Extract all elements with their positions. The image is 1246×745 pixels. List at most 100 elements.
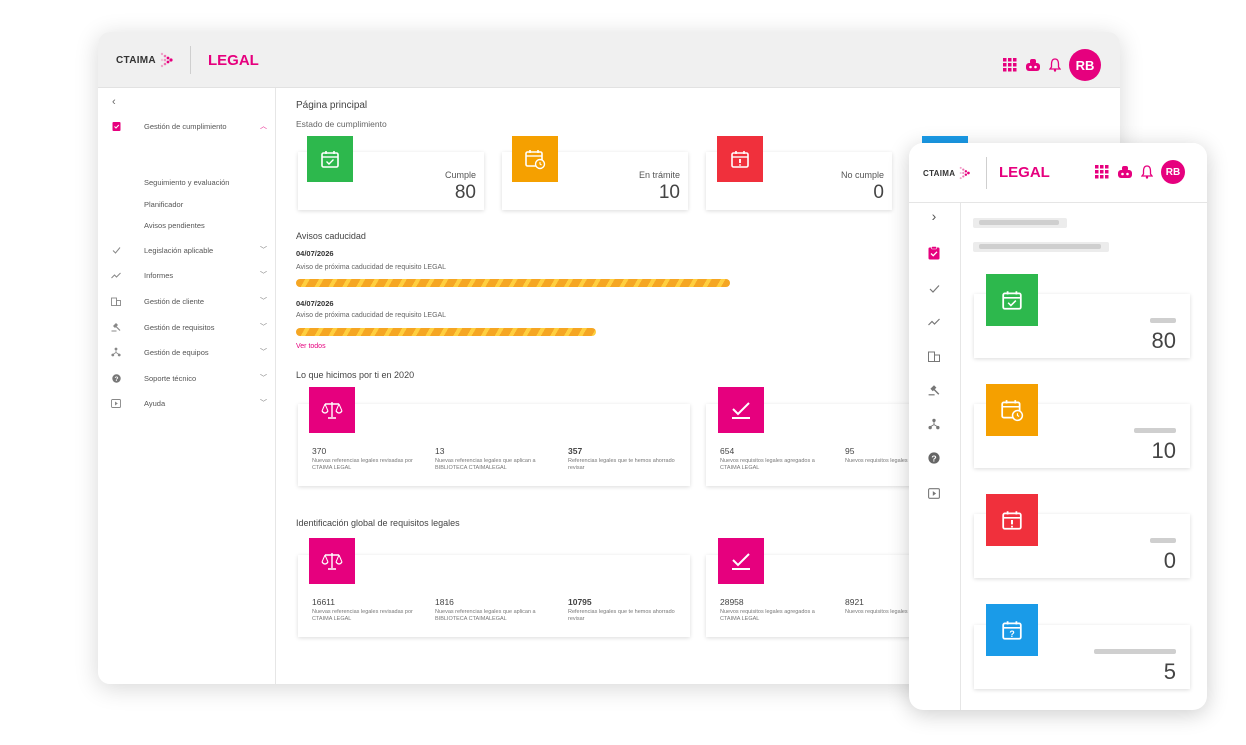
trend-icon (111, 270, 121, 280)
sidebar-item-informes[interactable]: Informes ﹀ (98, 265, 276, 285)
apps-grid-icon[interactable] (1003, 58, 1017, 72)
subtitle-placeholder-line (979, 244, 1101, 249)
mobile-header: CTAIMA LEGAL (909, 143, 1207, 203)
title-placeholder-line (979, 220, 1059, 225)
summary-number: 357 (568, 446, 583, 456)
summary-text: Referencias legales que te hemos ahorrad… (568, 609, 675, 622)
stat-label: Cumple (444, 170, 476, 180)
chevron-up-icon: ︿ (260, 123, 267, 130)
summary-text: Nuevos requisitos legales agregados a CT… (720, 609, 815, 622)
trend-icon[interactable] (927, 315, 941, 329)
sidebar-item-ayuda[interactable]: Ayuda ﹀ (98, 393, 276, 413)
building-icon[interactable] (927, 349, 941, 363)
sidebar-item-equipos[interactable]: Gestión de equipos ﹀ (98, 342, 276, 362)
summary-number: 13 (435, 446, 445, 456)
brand-logo[interactable]: CTAIMA (116, 52, 174, 68)
calendar-question-icon: ? (986, 604, 1038, 656)
stat-value: 80 (454, 182, 476, 203)
summary-text: Nuevas referencias legales que aplican a… (435, 458, 536, 471)
summary-number: 28958 (720, 597, 744, 607)
user-avatar[interactable]: RB (1161, 160, 1185, 184)
summary-text: Nuevas referencias legales revisadas por… (312, 609, 413, 622)
sidebar-item-label: Gestión de cumplimiento (144, 121, 227, 131)
brand-name: CTAIMA (116, 54, 156, 66)
summary-text: Nuevas referencias legales revisadas por… (312, 458, 413, 471)
chevron-down-icon: ﹀ (260, 400, 267, 407)
sidebar-item-cliente[interactable]: Gestión de cliente ﹀ (98, 291, 276, 311)
team-icon (111, 347, 121, 357)
sidebar-item-soporte[interactable]: ? Soporte técnico ﹀ (98, 368, 276, 388)
chevron-down-icon: ﹀ (260, 298, 267, 305)
summary-text: Nuevos requisitos legales aplican a BIBL… (845, 458, 909, 464)
sidebar-subitem-avisos[interactable]: Avisos pendientes (144, 221, 205, 230)
bell-icon[interactable] (1141, 165, 1153, 179)
stat-label: En trámite (638, 170, 680, 180)
header-actions: RB (1003, 49, 1101, 81)
check-icon (111, 245, 121, 255)
aviso-text: Aviso de próxima caducidad de requisito … (296, 264, 447, 271)
sidebar-subitem-seguimiento[interactable]: Seguimiento y evaluación (144, 178, 230, 187)
gavel-icon[interactable] (927, 383, 941, 397)
stat-value: 0 (873, 182, 884, 203)
building-icon (111, 296, 121, 306)
bell-icon[interactable] (1049, 58, 1061, 72)
robot-icon[interactable] (1025, 58, 1041, 72)
label-placeholder (1094, 649, 1176, 654)
help-icon[interactable]: ? (927, 451, 941, 465)
calendar-clock-icon (512, 136, 558, 182)
chevron-down-icon: ﹀ (260, 247, 267, 254)
sidebar-item-label: Ayuda (144, 398, 166, 408)
mobile-stat-card-en-tramite[interactable]: 10 (974, 404, 1190, 468)
robot-icon[interactable] (1117, 165, 1133, 179)
mobile-window: CTAIMA LEGAL (909, 143, 1207, 710)
play-icon[interactable] (927, 486, 941, 500)
brand-arrow-icon (160, 52, 173, 68)
sidebar-item-requisitos[interactable]: Gestión de requisitos ﹀ (98, 317, 276, 337)
summary-number: 10795 (568, 597, 592, 607)
summary-number: 654 (720, 446, 735, 456)
brand-logo[interactable]: CTAIMA (923, 166, 971, 180)
sidebar-item-legislacion[interactable]: Legislación aplicable ﹀ (98, 240, 276, 260)
header-actions: RB (1095, 160, 1185, 184)
stat-value: 80 (1151, 328, 1176, 353)
svg-text:?: ? (931, 453, 936, 463)
summary-number: 8921 (845, 597, 864, 607)
summary-card-references: 370 Nuevas referencias legales revisadas… (298, 404, 690, 486)
section-3-title: Identificación global de requisitos lega… (296, 518, 460, 528)
summary-text: Nuevas referencias legales que aplican a… (435, 609, 536, 622)
label-placeholder (1134, 428, 1176, 433)
stat-value: 0 (1163, 548, 1176, 573)
calendar-clock-icon (986, 384, 1038, 436)
chevron-down-icon: ﹀ (260, 375, 267, 382)
chevron-down-icon: ﹀ (260, 349, 267, 356)
calendar-alert-icon (717, 136, 763, 182)
play-icon (111, 398, 121, 408)
stat-value: 5 (1163, 659, 1176, 684)
stat-value: 10 (1151, 438, 1176, 463)
ver-todos-link[interactable]: Ver todos (296, 343, 326, 350)
sidebar-subitem-planificador[interactable]: Planificador (144, 200, 184, 209)
summary-text: Nuevos requisitos legales aplican a BIBL… (845, 609, 909, 615)
calendar-check-icon (986, 274, 1038, 326)
expand-sidebar-icon[interactable]: › (931, 208, 937, 224)
user-avatar[interactable]: RB (1069, 49, 1101, 81)
brand-separator (190, 46, 191, 74)
sidebar-item-gestion-cumplimiento[interactable]: Gestión de cumplimiento ︿ (98, 116, 276, 136)
summary-text: Nuevos requisitos legales agregados a CT… (720, 458, 815, 471)
aviso-progress-bar (296, 328, 596, 336)
clipboard-check-icon[interactable] (927, 246, 941, 260)
check-icon[interactable] (927, 281, 941, 295)
svg-text:?: ? (1009, 629, 1014, 639)
app-header: CTAIMA LEGAL (98, 32, 1120, 88)
collapse-sidebar-icon[interactable]: ‹ (112, 96, 116, 108)
svg-text:?: ? (114, 376, 118, 383)
stat-label: No cumple (840, 170, 884, 180)
stat-tile-peek (922, 136, 968, 146)
brand-name: CTAIMA (923, 168, 956, 178)
aviso-date: 04/07/2026 (296, 299, 334, 308)
team-icon[interactable] (927, 417, 941, 431)
sidebar-item-label: Gestión de equipos (144, 347, 209, 357)
apps-grid-icon[interactable] (1095, 165, 1109, 179)
status-section-title: Estado de cumplimiento (296, 119, 387, 129)
scales-icon (309, 538, 355, 584)
